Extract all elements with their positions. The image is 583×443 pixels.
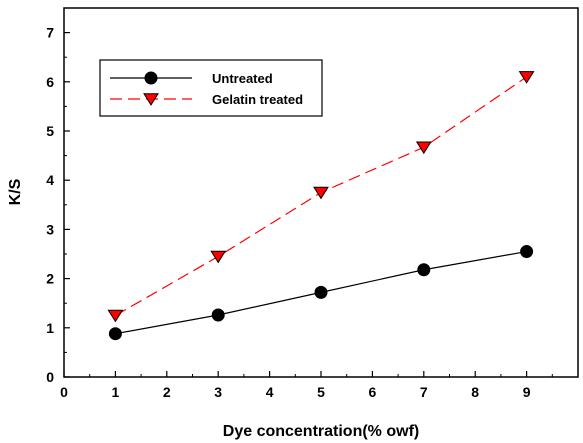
x-tick-label: 4	[266, 384, 274, 400]
x-tick-label: 7	[420, 384, 428, 400]
x-tick-label: 8	[471, 384, 479, 400]
data-point-gelatin-treated	[107, 309, 124, 323]
y-tick-label: 5	[46, 123, 54, 139]
y-axis: 0 1 2 3 4 5 6 7	[46, 25, 70, 385]
data-point-gelatin-treated	[210, 250, 227, 264]
legend-marker-gelatin-treated	[143, 93, 159, 106]
x-tick-label: 0	[60, 384, 68, 400]
legend-box	[99, 59, 323, 117]
x-axis-title: Dye concentration(% owf)	[223, 423, 419, 440]
data-point-untreated	[520, 245, 534, 259]
y-tick-label: 6	[46, 74, 54, 90]
x-tick-label: 1	[112, 384, 120, 400]
data-point-untreated	[314, 285, 328, 299]
x-tick-label: 9	[523, 384, 531, 400]
y-axis-title: K/S	[7, 178, 24, 205]
legend-label-untreated: Untreated	[212, 71, 273, 86]
x-tick-label: 6	[369, 384, 377, 400]
legend-marker-untreated	[144, 71, 158, 85]
y-tick-label: 3	[46, 221, 54, 237]
x-axis: 0 1 2 3 4 5 6 7 8 9	[60, 371, 553, 400]
data-point-untreated	[108, 327, 122, 341]
y-tick-label: 4	[46, 172, 54, 188]
data-point-untreated	[211, 308, 225, 322]
y-tick-label: 7	[46, 25, 54, 41]
series-layer	[107, 71, 535, 341]
legend: Untreated Gelatin treated	[110, 71, 303, 107]
data-point-gelatin-treated	[518, 71, 535, 84]
y-tick-label: 0	[46, 369, 54, 385]
x-tick-label: 3	[214, 384, 222, 400]
legend-label-gelatin-treated: Gelatin treated	[212, 92, 303, 107]
y-tick-label: 1	[46, 320, 54, 336]
data-point-gelatin-treated	[415, 141, 432, 155]
x-tick-label: 5	[317, 384, 325, 400]
data-point-gelatin-treated	[313, 186, 329, 200]
data-point-untreated	[417, 263, 431, 277]
x-tick-label: 2	[163, 384, 171, 400]
y-tick-label: 2	[46, 271, 54, 287]
